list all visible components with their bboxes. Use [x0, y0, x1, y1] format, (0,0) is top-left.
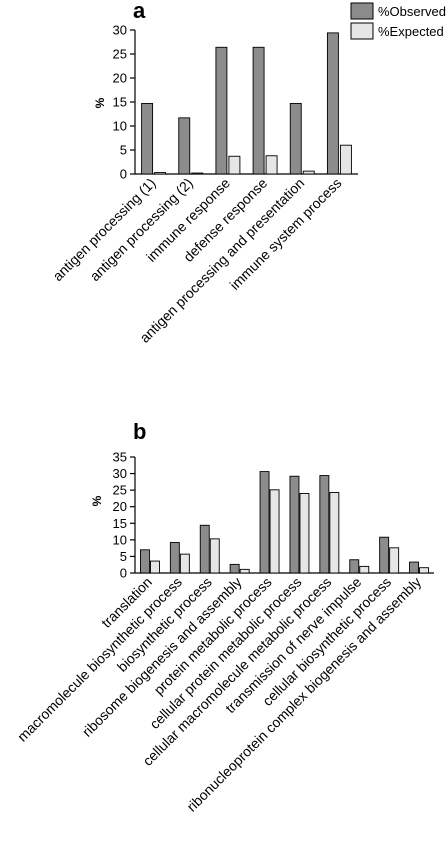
- bar-expected: [265, 155, 278, 175]
- y-tick-label: 0: [120, 167, 127, 182]
- y-axis-a: 0 5 10 15 20 25 30: [113, 23, 358, 182]
- bar-expected: [179, 553, 190, 574]
- y-tick-label: 5: [120, 143, 127, 158]
- bar-expected: [419, 567, 429, 574]
- panel-letter-a: a: [133, 0, 146, 23]
- bar-expected: [339, 144, 352, 175]
- legend: %Observed %Expected: [350, 2, 446, 40]
- bar-expected: [209, 538, 220, 574]
- bar-observed: [141, 102, 154, 175]
- bar-expected: [389, 547, 400, 574]
- bar-observed: [199, 524, 210, 574]
- y-tick-label: 15: [113, 95, 127, 110]
- bar-expected: [191, 172, 204, 175]
- bar-expected: [269, 489, 280, 574]
- y-tick-label: 20: [113, 71, 127, 86]
- y-tick-label: 25: [113, 47, 127, 62]
- y-axis-label-b: %: [90, 495, 104, 506]
- bar-expected: [239, 568, 250, 574]
- y-tick-label: 15: [113, 516, 127, 531]
- panel-letter-b: b: [133, 419, 146, 444]
- y-axis-label-a: %: [93, 97, 107, 108]
- legend-label-expected: %Expected: [378, 24, 444, 39]
- legend-swatch-observed: [350, 2, 374, 20]
- bar-expected: [359, 565, 370, 574]
- bar-observed: [139, 549, 150, 574]
- bar-observed: [259, 471, 270, 574]
- bar-observed: [178, 117, 191, 175]
- y-tick-label: 5: [120, 549, 127, 564]
- bar-expected: [329, 492, 340, 574]
- bar-observed: [215, 46, 228, 175]
- bar-expected: [302, 170, 315, 175]
- y-tick-label: 20: [113, 499, 127, 514]
- y-tick-label: 10: [113, 119, 127, 134]
- y-tick-label: 0: [120, 566, 127, 581]
- bar-expected: [228, 155, 241, 175]
- legend-label-observed: %Observed: [378, 4, 446, 19]
- y-tick-label: 35: [113, 450, 127, 465]
- y-tick-label: 30: [113, 23, 127, 38]
- y-tick-label: 10: [113, 532, 127, 547]
- bar-observed: [349, 559, 360, 574]
- bar-observed: [289, 102, 302, 175]
- bar-expected: [299, 493, 310, 574]
- bar-observed: [379, 536, 390, 574]
- bar-observed: [169, 542, 180, 574]
- bar-observed: [252, 46, 265, 175]
- bar-expected: [149, 560, 160, 574]
- category-labels-a: antigen processing (1)antigen processing…: [49, 175, 344, 346]
- bar-observed: [409, 561, 419, 574]
- bar-expected: [154, 172, 167, 175]
- bar-observed: [289, 475, 300, 574]
- bar-observed: [229, 563, 240, 574]
- y-tick-label: 25: [113, 483, 127, 498]
- bars-b: [139, 471, 429, 574]
- bars-a: [141, 32, 352, 175]
- chart-panel-a: a % 0 5 10 15 20 25 30 antigen processing (1)a…: [49, 0, 445, 346]
- y-tick-label: 30: [113, 466, 127, 481]
- bar-observed: [326, 32, 339, 175]
- legend-swatch-expected: [350, 22, 374, 40]
- bar-observed: [319, 475, 330, 574]
